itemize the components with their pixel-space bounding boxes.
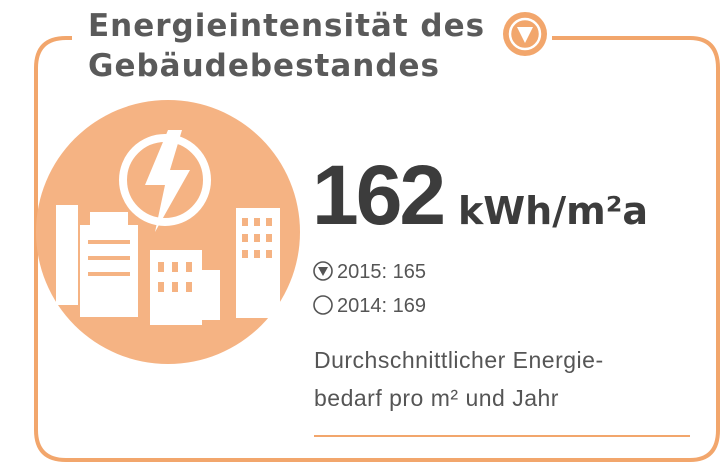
title-line: Gebäudebestandes	[88, 48, 440, 84]
illustration	[36, 100, 300, 364]
description-line: bedarf pro m² und Jahr	[314, 385, 559, 411]
main-value: 162	[312, 148, 443, 242]
description-line: Durchschnittlicher Energie-	[314, 347, 604, 373]
comparison-2015-icon	[314, 262, 332, 280]
comparison: 2014: 169	[337, 295, 426, 317]
title-line: Energieintensität des	[88, 8, 485, 44]
unit: kWh/m²a	[458, 189, 648, 233]
comparison: 2015: 165	[337, 261, 426, 283]
badge	[503, 12, 547, 56]
info-card: Energieintensität des Gebäudebestandes 1…	[0, 0, 728, 467]
comparison-2014-icon	[314, 296, 332, 314]
